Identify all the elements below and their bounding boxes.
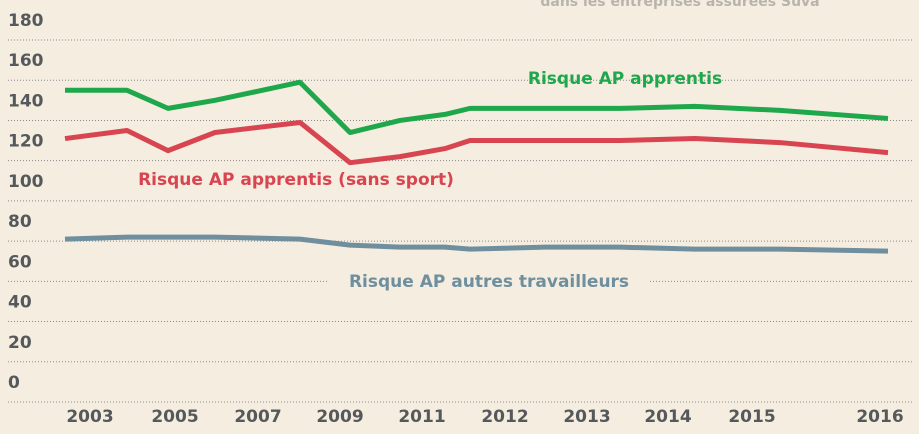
subtitle: dans les entreprises assurées Suva	[540, 0, 819, 10]
y-tick-label: 20	[8, 333, 32, 353]
series-line	[65, 79, 889, 136]
y-tick-label: 60	[8, 252, 32, 272]
x-tick-label: 2009	[316, 407, 363, 427]
x-tick-label: 2003	[66, 407, 113, 427]
x-tick-label: 2013	[563, 407, 610, 427]
series-line	[64, 119, 889, 166]
y-tick-label: 40	[8, 293, 32, 313]
series-label: Risque AP autres travailleurs	[349, 272, 629, 292]
y-tick-label: 80	[8, 212, 32, 232]
series-label: Risque AP apprentis (sans sport)	[138, 170, 454, 190]
y-tick-label: 120	[8, 132, 44, 152]
x-tick-label: 2014	[644, 407, 691, 427]
y-tick-label: 160	[8, 51, 44, 71]
y-tick-label: 140	[8, 91, 44, 111]
label-bg	[329, 273, 649, 301]
y-tick-label: 180	[8, 11, 44, 31]
y-tick-label: 0	[8, 373, 20, 393]
x-tick-label: 2007	[234, 407, 281, 427]
x-tick-label: 2016	[856, 407, 903, 427]
x-tick-label: 2012	[481, 407, 528, 427]
x-tick-label: 2005	[151, 407, 198, 427]
y-tick-label: 100	[8, 172, 44, 192]
x-tick-label: 2011	[398, 407, 445, 427]
x-tick-label: 2015	[728, 407, 775, 427]
series-line	[64, 234, 889, 254]
series-label: Risque AP apprentis	[528, 69, 722, 89]
